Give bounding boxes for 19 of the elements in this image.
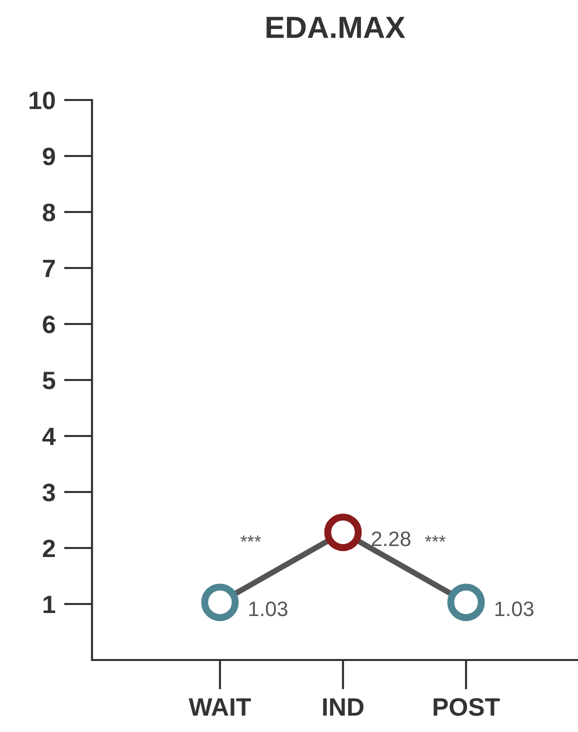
y-tick-label: 2 — [42, 540, 55, 558]
annotation: *** — [240, 535, 261, 542]
y-tick-label: 7 — [43, 260, 55, 278]
y-tick-label: 10 — [30, 92, 55, 110]
data-label: 1.03 — [249, 601, 288, 616]
y-tick-label: 5 — [42, 372, 56, 390]
x-tick-label: WAIT — [188, 698, 251, 716]
y-tick-label: 4 — [42, 428, 56, 446]
y-tick-label: 3 — [42, 484, 55, 502]
x-tick-label: IND — [323, 698, 364, 716]
data-label: 2.28 — [372, 531, 410, 546]
y-tick-label: 8 — [42, 204, 56, 222]
y-tick-label: 6 — [42, 316, 55, 334]
data-label: 1.03 — [495, 601, 534, 616]
y-tick-label: 9 — [42, 148, 55, 166]
x-tick-label: POST — [434, 698, 500, 716]
y-tick-label: 1 — [44, 596, 56, 614]
annotation: *** — [425, 535, 446, 542]
chart-title: EDA.MAX — [266, 16, 406, 38]
